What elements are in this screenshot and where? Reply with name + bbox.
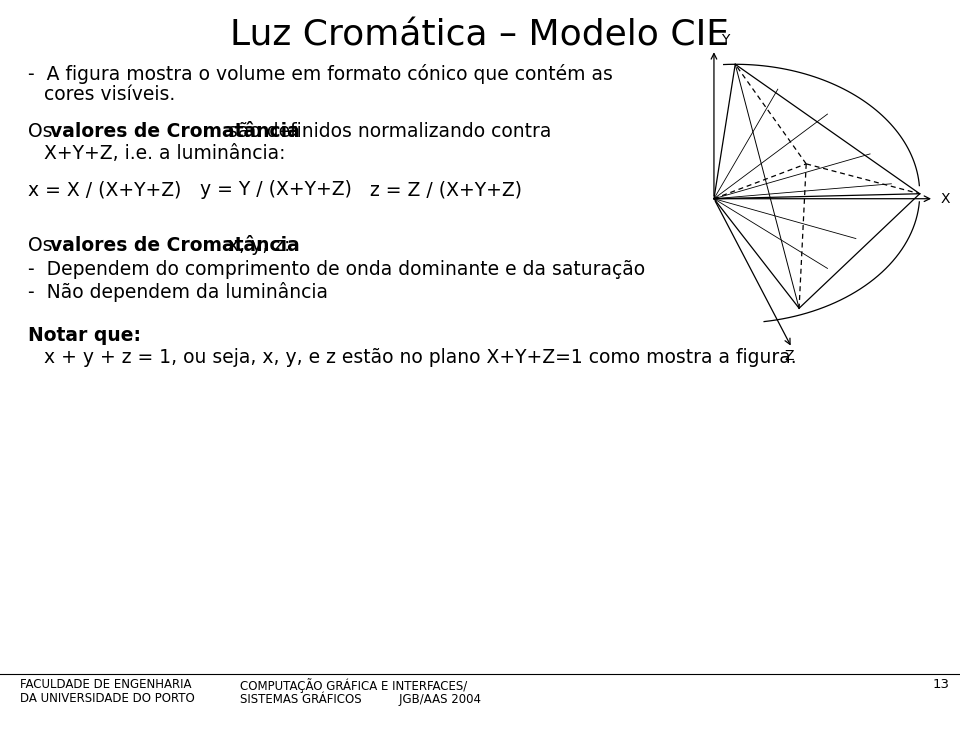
Text: 13: 13 <box>933 679 950 692</box>
Text: valores de Cromatância: valores de Cromatância <box>50 122 300 141</box>
Text: X+Y+Z, i.e. a luminância:: X+Y+Z, i.e. a luminância: <box>44 144 285 163</box>
Text: Os: Os <box>28 236 59 255</box>
Text: X: X <box>941 191 950 206</box>
Text: SISTEMAS GRÁFICOS          JGB/AAS 2004: SISTEMAS GRÁFICOS JGB/AAS 2004 <box>240 692 481 707</box>
Text: são definidos normalizando contra: são definidos normalizando contra <box>222 122 551 141</box>
Text: x = X / (X+Y+Z): x = X / (X+Y+Z) <box>28 180 181 199</box>
Text: COMPUTAÇÃO GRÁFICA E INTERFACES/: COMPUTAÇÃO GRÁFICA E INTERFACES/ <box>240 678 468 693</box>
Text: valores de Cromatância: valores de Cromatância <box>50 236 300 255</box>
Text: -  Dependem do comprimento de onda dominante e da saturação: - Dependem do comprimento de onda domina… <box>28 260 645 279</box>
Text: Notar que:: Notar que: <box>28 326 141 345</box>
Text: Y: Y <box>721 33 730 47</box>
Text: Z: Z <box>784 349 794 363</box>
Text: -  Não dependem da luminância: - Não dependem da luminância <box>28 282 328 302</box>
Text: x, y, z:: x, y, z: <box>222 236 290 255</box>
Text: -  A figura mostra o volume em formato cónico que contém as: - A figura mostra o volume em formato có… <box>28 64 612 84</box>
Text: x + y + z = 1, ou seja, x, y, e z estão no plano X+Y+Z=1 como mostra a figura.: x + y + z = 1, ou seja, x, y, e z estão … <box>44 348 797 367</box>
Text: Os: Os <box>28 122 59 141</box>
Text: FACULDADE DE ENGENHARIA: FACULDADE DE ENGENHARIA <box>20 678 191 691</box>
Text: z = Z / (X+Y+Z): z = Z / (X+Y+Z) <box>370 180 522 199</box>
Text: cores visíveis.: cores visíveis. <box>44 85 176 104</box>
Text: Luz Cromática – Modelo CIE: Luz Cromática – Modelo CIE <box>230 18 730 52</box>
Text: DA UNIVERSIDADE DO PORTO: DA UNIVERSIDADE DO PORTO <box>20 692 195 705</box>
Text: y = Y / (X+Y+Z): y = Y / (X+Y+Z) <box>200 180 352 199</box>
